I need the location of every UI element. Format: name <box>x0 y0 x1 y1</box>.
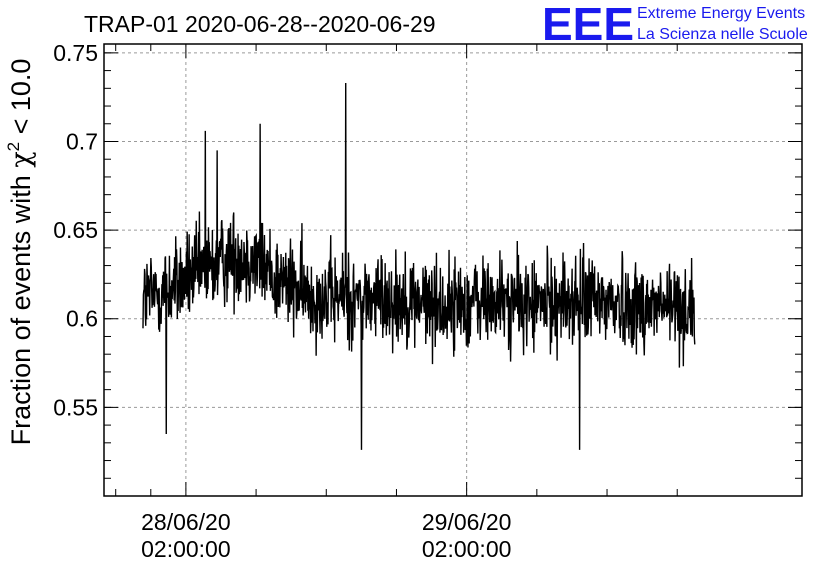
logo-line-2: La Scienza nelle Scuole <box>637 26 808 43</box>
series <box>142 82 696 450</box>
y-axis-label-threshold: < 10.0 <box>6 59 36 142</box>
x-tick-label-time: 02:00:00 <box>141 536 231 562</box>
y-axis-label: Fraction of events with χ2 < 10.0 <box>4 59 37 446</box>
logo: EEE Extreme Energy Events La Scienza nel… <box>542 0 808 50</box>
plot-frame <box>103 43 803 497</box>
axes <box>103 43 803 497</box>
y-tick-label: 0.65 <box>53 217 98 243</box>
x-tick-label-time: 02:00:00 <box>422 536 512 562</box>
chart-title: TRAP-01 2020-06-28--2020-06-29 <box>84 11 436 37</box>
y-tick-labels: 0.55 0.6 0.65 0.7 0.75 <box>53 40 98 421</box>
chi-superscript: 2 <box>4 142 23 151</box>
y-tick-label: 0.7 <box>66 128 98 154</box>
chi-symbol: χ <box>6 151 37 167</box>
y-tick-label: 0.55 <box>53 394 98 420</box>
logo-line-1: Extreme Energy Events <box>637 5 805 22</box>
series-line <box>142 82 696 450</box>
y-axis-label-text: Fraction of events with <box>6 175 36 445</box>
x-tick-label-date: 29/06/20 <box>422 509 512 535</box>
logo-letters: EEE <box>542 0 634 50</box>
y-tick-label: 0.6 <box>66 306 98 332</box>
x-tick-label-date: 28/06/20 <box>141 509 231 535</box>
y-tick-label: 0.75 <box>53 40 98 66</box>
